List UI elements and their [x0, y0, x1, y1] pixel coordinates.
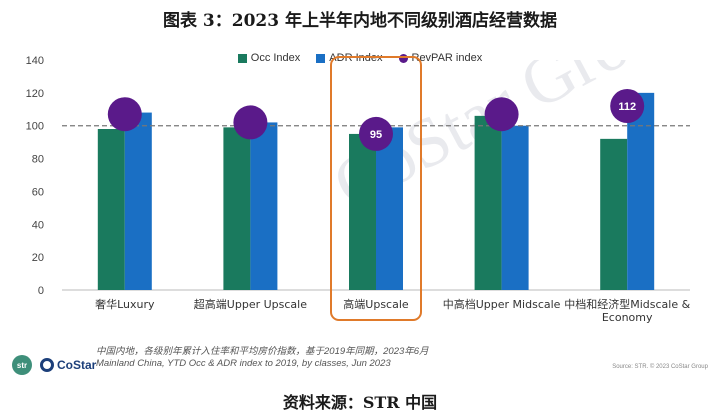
bar-adr	[250, 122, 278, 290]
note-line-cn: 中国内地，各级别年累计入住率和平均房价指数，基于2019年同期，2023年6月	[96, 346, 429, 357]
source-caption: 资料来源：STR 中国	[282, 393, 438, 412]
revpar-marker	[610, 89, 645, 123]
x-tick-label: 中档和经济型Midscale &	[564, 297, 690, 311]
y-tick-label: 140	[26, 55, 44, 67]
bar-occ	[349, 133, 376, 290]
str-logo: str	[12, 355, 32, 375]
legend-label-revpar: RevPAR index	[411, 52, 483, 64]
x-tick-label: 奢华Luxury	[95, 297, 155, 311]
bar-occ	[600, 138, 628, 290]
bar-adr	[124, 112, 152, 290]
chart-note: 中国内地，各级别年累计入住率和平均房价指数，基于2019年同期，2023年6月 …	[96, 346, 429, 370]
x-tick-label: 超高端Upper Upscale	[194, 297, 307, 311]
x-tick-label: Economy	[602, 311, 653, 324]
copyright-text: Source: STR. © 2023 CoStar Group	[612, 364, 708, 370]
bar-adr	[376, 127, 403, 290]
x-tick-label: 中高档Upper Midscale	[443, 297, 561, 311]
legend-swatch-adr	[316, 53, 326, 63]
revpar-data-label: 112	[618, 101, 636, 113]
bar-adr	[501, 125, 529, 290]
highlight-box	[330, 56, 422, 321]
y-tick-label: 40	[32, 219, 44, 231]
legend-label-occ: Occ Index	[250, 52, 301, 64]
y-tick-label: 0	[38, 285, 44, 297]
bar-occ	[223, 127, 251, 290]
legend-item-occ: Occ Index	[237, 52, 301, 64]
revpar-marker	[359, 116, 393, 151]
revpar-marker	[107, 97, 142, 132]
revpar-marker	[484, 97, 519, 132]
revpar-marker	[233, 105, 268, 140]
y-tick-label: 120	[26, 88, 44, 100]
revpar-data-label: 95	[370, 129, 382, 141]
costar-logo: CoStar	[40, 358, 96, 372]
legend-swatch-occ	[237, 53, 247, 63]
y-tick-label: 100	[26, 121, 44, 133]
costar-logo-icon	[40, 358, 54, 372]
y-tick-label: 80	[32, 154, 44, 166]
footer-logos: str CoStar	[12, 355, 96, 375]
bar-occ	[97, 129, 125, 290]
y-tick-label: 60	[32, 186, 44, 198]
costar-logo-text: CoStar	[57, 358, 97, 372]
bar-occ	[474, 115, 502, 290]
page-title: 图表 3：2023 年上半年内地不同级别酒店经营数据	[163, 11, 557, 31]
x-tick-label: 高端Upscale	[343, 297, 409, 311]
bar-chart: 0 20 40 60 80 100 120 140 奢华Luxury 超高端Upper Upsca…	[26, 55, 691, 324]
note-line-en: Mainland China, YTD Occ & ADR index to 2…	[96, 358, 391, 369]
y-tick-label: 20	[32, 252, 44, 264]
